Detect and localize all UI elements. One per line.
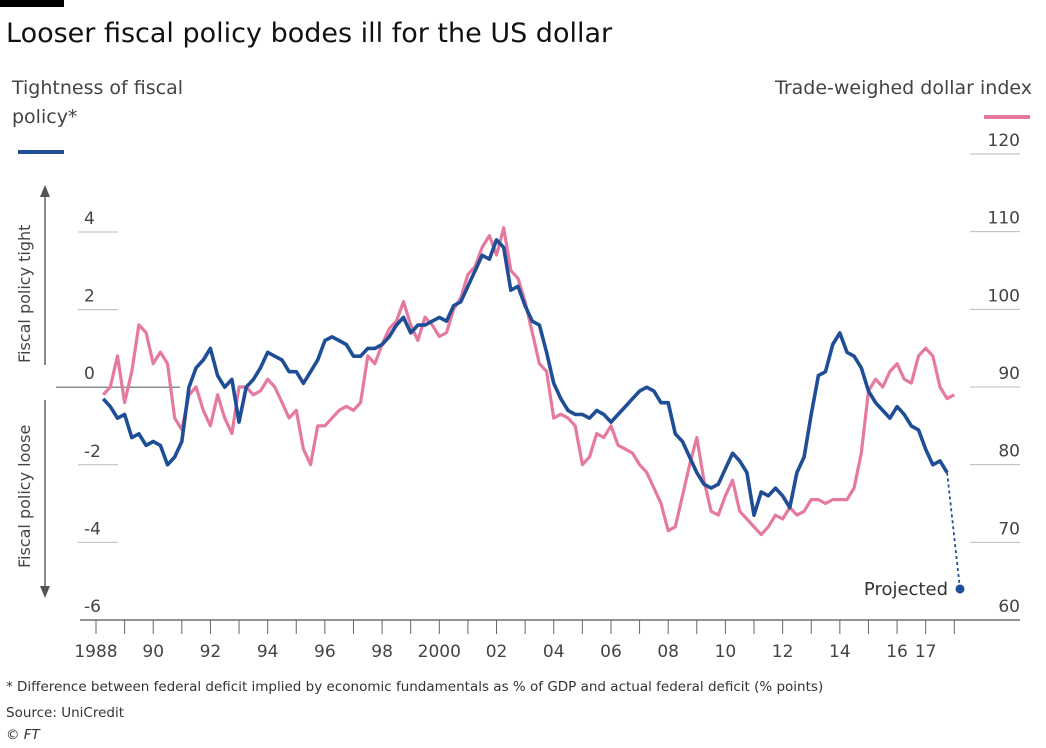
- right-tick-labels: 120 110 100 90 80 70 60: [988, 131, 1020, 617]
- right-gridlines: [970, 153, 1020, 543]
- chart-title: Looser fiscal policy bodes ill for the U…: [6, 18, 613, 49]
- left-tick-labels: 4 2 0 -2 -4 -6: [84, 209, 101, 617]
- footnote: * Difference between federal deficit imp…: [6, 679, 824, 695]
- left-gridlines: [78, 231, 118, 543]
- left-tick-label: 0: [84, 364, 95, 384]
- series-fiscal-line: [101, 238, 949, 517]
- label-fiscal-loose: Fiscal policy loose: [15, 425, 34, 568]
- x-tick-label: 98: [371, 642, 393, 662]
- right-tick-label: 100: [988, 286, 1020, 306]
- right-tick-label: 70: [998, 519, 1020, 539]
- x-tick-label: 1988: [74, 642, 117, 662]
- right-tick-label: 80: [998, 442, 1020, 462]
- x-tick-label: 08: [657, 642, 679, 662]
- projection-point: [955, 584, 965, 594]
- right-tick-label: 110: [988, 209, 1020, 229]
- direction-arrows: Fiscal policy tight Fiscal policy loose: [15, 185, 50, 598]
- x-tick-label: 16: [886, 642, 908, 662]
- x-axis-ticks: [95, 620, 955, 634]
- x-axis-labels: 1988 90 92 94 96 98 2000 02 04 06 08 10 12 14 16 17: [74, 642, 936, 662]
- left-axis-title: Tightness of fiscal policy*: [12, 77, 184, 128]
- projection-line: [946, 472, 961, 590]
- x-tick-label: 94: [257, 642, 279, 662]
- right-axis-title: Trade-weighed dollar index: [775, 77, 1032, 99]
- projection-label: Projected: [864, 579, 948, 600]
- left-tick-label: -2: [84, 442, 101, 462]
- left-tick-label: 2: [84, 287, 95, 307]
- x-tick-label: 17: [915, 642, 937, 662]
- left-tick-label: -4: [84, 519, 101, 539]
- x-tick-label: 02: [486, 642, 508, 662]
- x-tick-label: 10: [715, 642, 737, 662]
- x-tick-label: 12: [772, 642, 794, 662]
- arrow-up-icon: [40, 185, 50, 197]
- left-tick-label: 4: [84, 209, 95, 229]
- label-fiscal-tight: Fiscal policy tight: [15, 225, 34, 363]
- x-tick-label: 90: [142, 642, 164, 662]
- right-tick-label: 120: [988, 131, 1020, 151]
- copyright-note: © FT: [6, 727, 40, 743]
- x-tick-label: 14: [829, 642, 851, 662]
- arrow-down-icon: [40, 586, 50, 598]
- x-tick-label: 96: [314, 642, 336, 662]
- left-tick-label: -6: [84, 597, 101, 617]
- x-tick-label: 06: [600, 642, 622, 662]
- right-tick-label: 60: [998, 597, 1020, 617]
- brand-bar: [0, 0, 64, 7]
- x-tick-label: 92: [200, 642, 222, 662]
- right-tick-label: 90: [998, 364, 1020, 384]
- source-note: Source: UniCredit: [6, 705, 124, 721]
- x-tick-label: 2000: [418, 642, 461, 662]
- x-tick-label: 04: [543, 642, 565, 662]
